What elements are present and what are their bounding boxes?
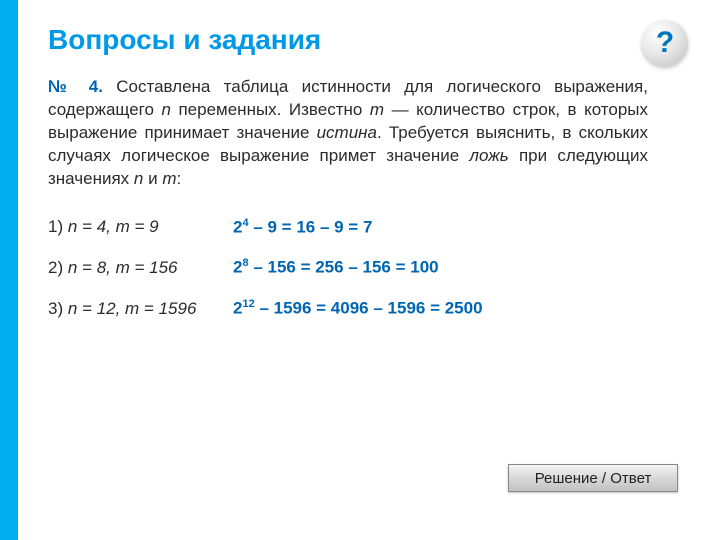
calc-tail: – 9 = 16 – 9 = 7 [249,217,373,236]
item-given: 1) n = 4, m = 9 [48,217,233,237]
problem-text-var-m1: m [370,100,384,119]
list-item: 2) n = 8, m = 156 28 – 156 = 256 – 156 =… [48,257,648,278]
item-answer: 28 – 156 = 256 – 156 = 100 [233,257,439,278]
problem-text-12: : [176,169,181,188]
item-prefix: 2) [48,258,63,277]
slide-content: Вопросы и задания № 4. Составлена таблиц… [48,24,648,319]
item-given: 3) n = 12, m = 1596 [48,299,233,319]
problem-text-var-m2: m [162,169,176,188]
item-prefix: 1) [48,217,63,236]
items-list: 1) n = 4, m = 9 24 – 9 = 16 – 9 = 7 2) n… [48,217,648,319]
exp-pow: 12 [242,298,254,310]
calc-tail: – 1596 = 4096 – 1596 = 2500 [255,299,483,318]
problem-text-lozh: ложь [469,146,508,165]
list-item: 3) n = 12, m = 1596 212 – 1596 = 4096 – … [48,298,648,319]
problem-text-istina: истина [317,123,377,142]
calc-tail: – 156 = 256 – 156 = 100 [249,258,439,277]
item-params: n = 4, m = 9 [68,217,159,236]
item-prefix: 3) [48,299,63,318]
solution-button-label: Решение / Ответ [535,470,652,487]
problem-statement: № 4. Составлена таблица истинности для л… [48,76,648,191]
item-given: 2) n = 8, m = 156 [48,258,233,278]
item-params: n = 8, m = 156 [68,258,178,277]
problem-text-var-n2: n [134,169,143,188]
problem-number: № 4. [48,77,103,96]
item-answer: 24 – 9 = 16 – 9 = 7 [233,217,372,238]
accent-bar [0,0,18,540]
solution-button[interactable]: Решение / Ответ [508,464,678,492]
page-title: Вопросы и задания [48,24,648,56]
problem-text-10: и [143,169,162,188]
item-params: n = 12, m = 1596 [68,299,197,318]
help-icon[interactable]: ? [642,20,688,66]
problem-text-2: переменных. Известно [171,100,370,119]
problem-text-var-n1: n [161,100,170,119]
item-answer: 212 – 1596 = 4096 – 1596 = 2500 [233,298,483,319]
help-icon-symbol: ? [656,26,674,60]
list-item: 1) n = 4, m = 9 24 – 9 = 16 – 9 = 7 [48,217,648,238]
